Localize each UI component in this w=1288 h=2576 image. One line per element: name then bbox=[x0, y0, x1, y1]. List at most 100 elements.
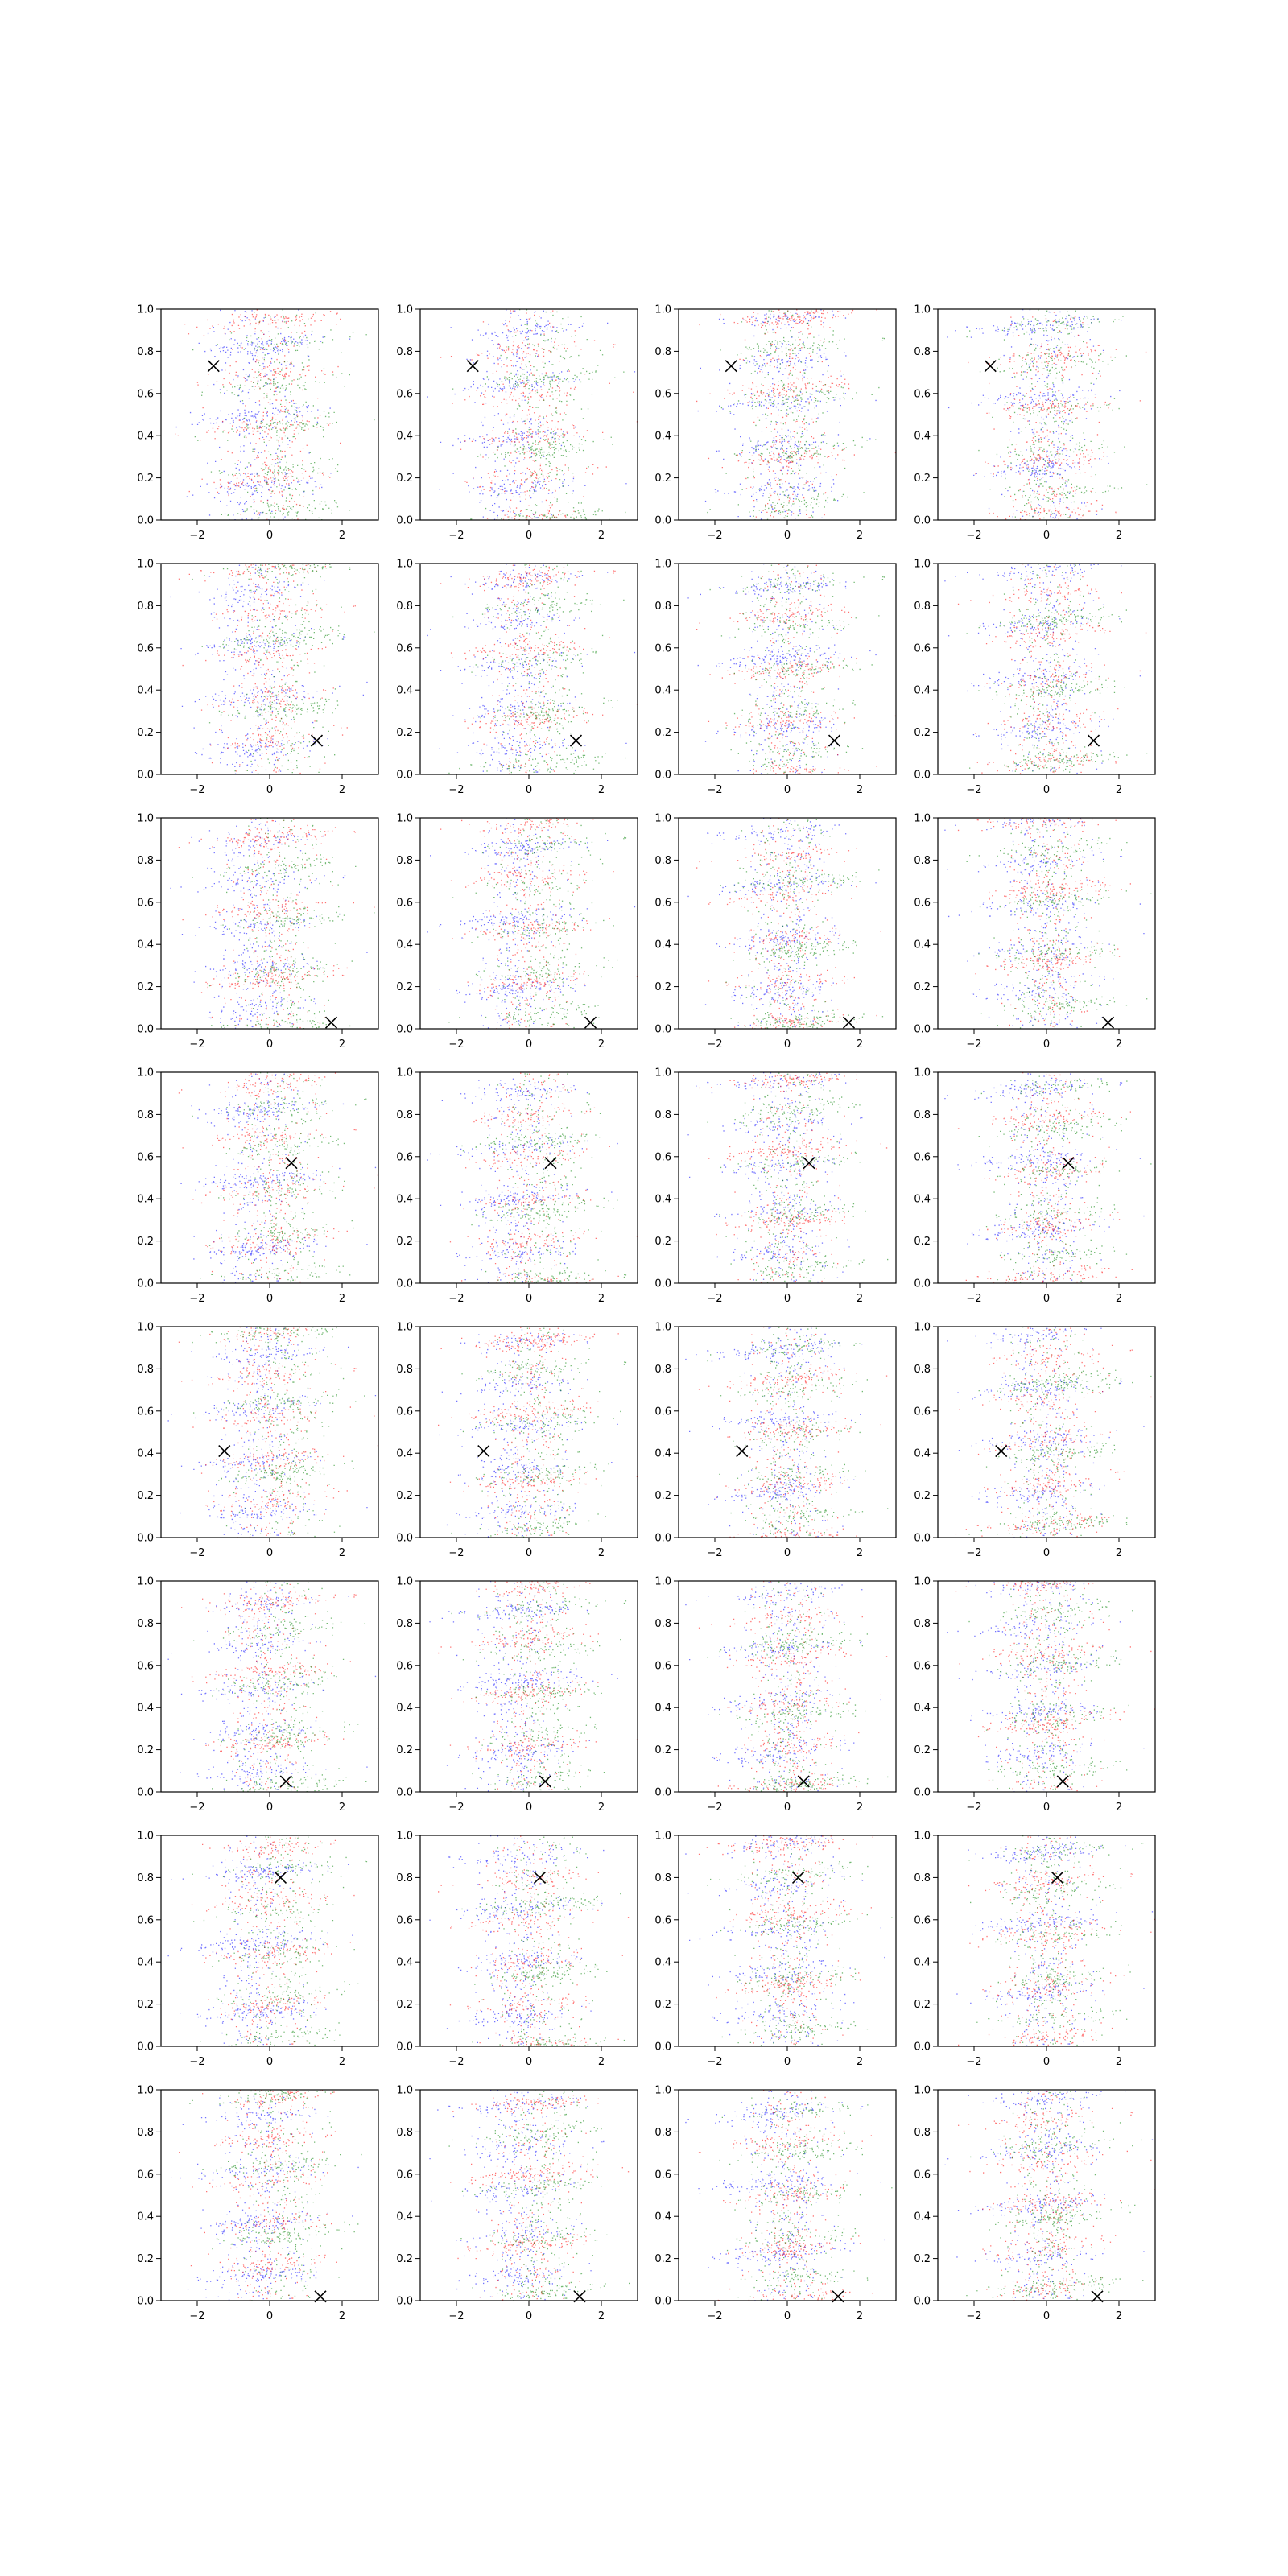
scatter-cloud bbox=[429, 2090, 630, 2301]
y-tick-label: 0.0 bbox=[914, 2296, 931, 2308]
y-tick-label: 0.6 bbox=[396, 1151, 413, 1163]
marker-x bbox=[218, 1445, 231, 1458]
scatter-points-red bbox=[955, 1581, 1155, 1792]
y-tick-label: 0.8 bbox=[654, 1364, 671, 1376]
y-tick-label: 0.8 bbox=[396, 1364, 413, 1376]
y-tick-label: 0.0 bbox=[137, 1024, 154, 1036]
scatter-points-red bbox=[958, 1836, 1155, 2046]
y-tick-label: 0.4 bbox=[137, 685, 154, 697]
x-tick-label: −2 bbox=[966, 784, 981, 796]
y-tick-label: 0.0 bbox=[914, 2041, 931, 2054]
y-tick-label: 0.6 bbox=[914, 897, 931, 909]
x-tick-label: 0 bbox=[266, 1802, 273, 1814]
marker-x bbox=[533, 1871, 547, 1884]
subplot-r5-c3: −2 0 2 0.0 0.2 0.4 0.6 0.8 1.0 bbox=[654, 1322, 897, 1559]
x-tick-label: −2 bbox=[707, 1293, 722, 1305]
marker-x bbox=[314, 2290, 327, 2303]
y-tick-label: 0.2 bbox=[914, 473, 931, 485]
x-tick-label: 2 bbox=[1116, 1293, 1122, 1305]
y-tick-label: 0.4 bbox=[914, 1703, 931, 1715]
y-tick-label: 0.6 bbox=[396, 897, 413, 909]
scatter-points-green bbox=[189, 2090, 362, 2301]
y-tick-label: 0.2 bbox=[396, 1999, 413, 2011]
y-tick-label: 0.4 bbox=[396, 1703, 413, 1715]
scatter-points-red bbox=[181, 1582, 378, 1792]
subplot-r4-c2: −2 0 2 0.0 0.2 0.4 0.6 0.8 1.0 bbox=[396, 1067, 638, 1305]
scatter-cloud bbox=[685, 1581, 889, 1792]
scatter-cloud bbox=[167, 1835, 378, 2046]
y-tick-label: 0.6 bbox=[654, 1660, 671, 1672]
scatter-cloud bbox=[956, 1835, 1155, 2046]
y-tick-label: 0.0 bbox=[137, 2296, 154, 2308]
scatter-points-green bbox=[461, 1073, 627, 1283]
y-tick-label: 0.4 bbox=[396, 1194, 413, 1206]
y-tick-label: 1.0 bbox=[137, 1831, 154, 1843]
y-tick-label: 0.0 bbox=[914, 1533, 931, 1545]
y-tick-label: 1.0 bbox=[914, 1322, 931, 1334]
scatter-points-green bbox=[966, 2090, 1144, 2301]
scatter-points-red bbox=[438, 1327, 638, 1538]
y-tick-label: 0.0 bbox=[396, 770, 413, 782]
y-tick-label: 0.2 bbox=[654, 1744, 671, 1757]
x-tick-label: 2 bbox=[857, 1547, 863, 1559]
scatter-points-blue bbox=[171, 2095, 359, 2301]
y-tick-label: 0.4 bbox=[914, 685, 931, 697]
scatter-points-red bbox=[438, 1581, 638, 1792]
x-tick-label: 0 bbox=[784, 1038, 791, 1051]
y-tick-label: 0.8 bbox=[396, 2127, 413, 2139]
marker-x bbox=[842, 1016, 856, 1029]
subplot-r7-c4: −2 0 2 0.0 0.2 0.4 0.6 0.8 1.0 bbox=[914, 1831, 1156, 2068]
y-tick-label: 0.6 bbox=[396, 2169, 413, 2181]
scatter-points-green bbox=[189, 1836, 368, 2046]
y-tick-label: 1.0 bbox=[914, 304, 931, 316]
scatter-points-green bbox=[968, 1327, 1152, 1538]
y-tick-label: 0.2 bbox=[654, 1999, 671, 2011]
x-tick-label: 2 bbox=[857, 1293, 863, 1305]
marker-x bbox=[803, 1157, 815, 1170]
scatter-cloud bbox=[171, 2090, 378, 2301]
marker-x bbox=[207, 360, 220, 373]
scatter-points-red bbox=[696, 818, 881, 1029]
y-tick-label: 0.2 bbox=[396, 473, 413, 485]
y-tick-label: 0.6 bbox=[914, 2169, 931, 2181]
x-tick-label: 2 bbox=[339, 1293, 345, 1305]
x-tick-label: −2 bbox=[707, 2310, 722, 2322]
y-tick-label: 0.4 bbox=[396, 939, 413, 952]
scatter-points-red bbox=[191, 1836, 378, 2046]
subplot-r5-c2: −2 0 2 0.0 0.2 0.4 0.6 0.8 1.0 bbox=[396, 1322, 638, 1559]
y-tick-label: 0.2 bbox=[396, 727, 413, 739]
y-tick-label: 0.4 bbox=[914, 1957, 931, 1969]
subplot-r6-c1: −2 0 2 0.0 0.2 0.4 0.6 0.8 1.0 bbox=[137, 1576, 379, 1814]
scatter-points-blue bbox=[697, 309, 877, 520]
x-tick-label: −2 bbox=[966, 530, 981, 542]
y-tick-label: 0.0 bbox=[914, 770, 931, 782]
marker-x bbox=[995, 1445, 1008, 1458]
y-tick-label: 0.8 bbox=[654, 601, 671, 613]
x-tick-label: 0 bbox=[1043, 2310, 1050, 2322]
x-tick-label: 0 bbox=[266, 2310, 273, 2322]
y-tick-label: 0.0 bbox=[137, 770, 154, 782]
scatter-cloud bbox=[944, 818, 1152, 1029]
y-tick-label: 0.0 bbox=[654, 1533, 671, 1545]
subplot-r1-c3: −2 0 2 0.0 0.2 0.4 0.6 0.8 1.0 bbox=[654, 304, 897, 542]
y-tick-label: 1.0 bbox=[137, 1067, 154, 1080]
y-tick-label: 0.8 bbox=[914, 1364, 931, 1376]
y-tick-label: 0.8 bbox=[914, 346, 931, 358]
y-tick-label: 0.4 bbox=[137, 1703, 154, 1715]
scatter-points-blue bbox=[956, 1835, 1154, 2046]
y-tick-label: 0.4 bbox=[654, 1448, 671, 1460]
y-tick-label: 0.8 bbox=[654, 346, 671, 358]
y-tick-label: 0.4 bbox=[654, 1703, 671, 1715]
y-tick-label: 0.4 bbox=[914, 2211, 931, 2223]
y-tick-label: 0.0 bbox=[914, 1787, 931, 1799]
scatter-cloud bbox=[687, 1072, 889, 1283]
subplot-r7-c3: −2 0 2 0.0 0.2 0.4 0.6 0.8 1.0 bbox=[654, 1831, 897, 2068]
y-tick-label: 0.4 bbox=[137, 1448, 154, 1460]
subplot-r3-c2: −2 0 2 0.0 0.2 0.4 0.6 0.8 1.0 bbox=[396, 813, 638, 1051]
x-tick-label: 2 bbox=[1116, 530, 1122, 542]
y-tick-label: 0.6 bbox=[137, 1151, 154, 1163]
y-tick-label: 0.2 bbox=[654, 727, 671, 739]
y-tick-label: 1.0 bbox=[137, 304, 154, 316]
y-tick-label: 1.0 bbox=[914, 1576, 931, 1588]
